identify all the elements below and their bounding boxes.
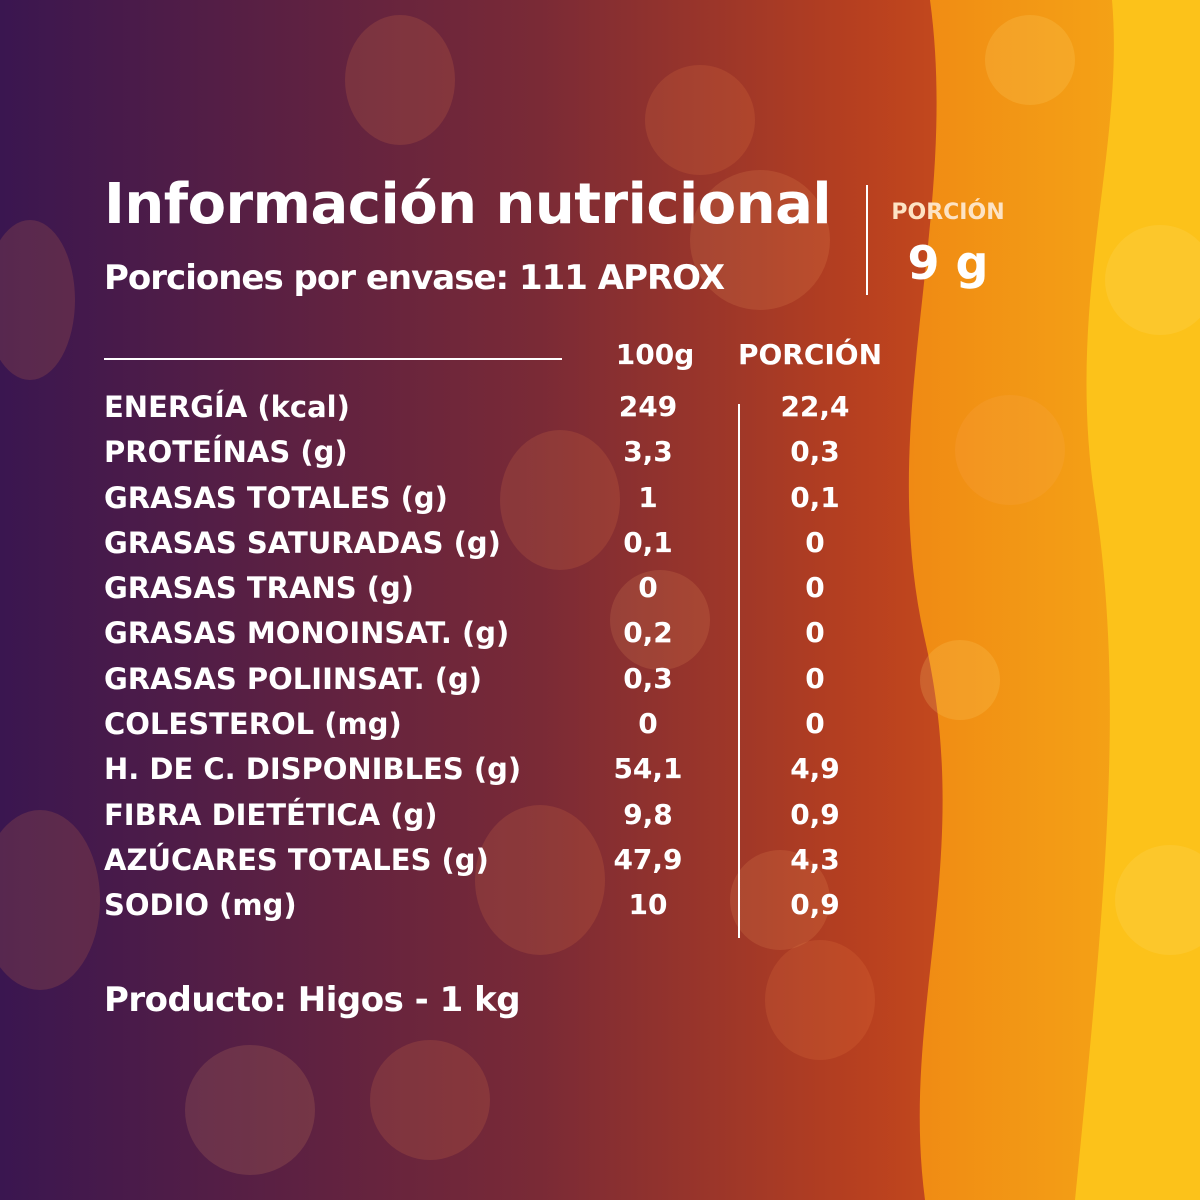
nutrition-table: ENERGÍA (kcal) 249 22,4 PROTEÍNAS (g) 3,…	[0, 390, 1200, 934]
table-row: FIBRA DIETÉTICA (g) 9,8 0,9	[0, 798, 1200, 843]
value-per-100g: 0	[638, 707, 658, 741]
nutrient-label: GRASAS POLIINSAT. (g)	[104, 661, 482, 696]
value-per-100g: 54,1	[613, 752, 683, 786]
nutrient-label: PROTEÍNAS (g)	[104, 435, 348, 470]
header-rule	[104, 358, 562, 360]
portion-label: PORCIÓN	[891, 200, 1005, 225]
table-row: GRASAS POLIINSAT. (g) 0,3 0	[0, 662, 1200, 707]
nutrient-label: H. DE C. DISPONIBLES (g)	[104, 752, 522, 787]
product-name: Producto: Higos - 1 kg	[104, 980, 521, 1020]
nutrient-label: GRASAS TOTALES (g)	[104, 480, 448, 515]
column-header-portion: PORCIÓN	[737, 338, 883, 371]
value-per-portion: 0	[805, 616, 825, 650]
nutrient-label: GRASAS MONOINSAT. (g)	[104, 616, 510, 651]
title-divider	[866, 185, 868, 295]
value-per-portion: 0,1	[790, 480, 840, 514]
value-per-portion: 0	[805, 525, 825, 559]
table-row: H. DE C. DISPONIBLES (g) 54,1 4,9	[0, 752, 1200, 797]
value-per-100g: 0	[638, 571, 658, 605]
servings-per-container: Porciones por envase: 111 APROX	[104, 258, 725, 298]
value-per-portion: 0	[805, 707, 825, 741]
flower-illustrations	[185, 170, 1065, 1175]
table-row: AZÚCARES TOTALES (g) 47,9 4,3	[0, 843, 1200, 888]
value-per-portion: 4,9	[790, 752, 840, 786]
orange-slice-illustrations	[920, 15, 1200, 955]
fig-illustrations	[0, 15, 875, 1160]
nutrient-label: GRASAS TRANS (g)	[104, 571, 414, 606]
nutrient-label: SODIO (mg)	[104, 888, 297, 923]
value-per-portion: 0,3	[790, 435, 840, 469]
nutrient-label: GRASAS SATURADAS (g)	[104, 525, 501, 560]
table-row: SODIO (mg) 10 0,9	[0, 888, 1200, 933]
value-per-portion: 4,3	[790, 842, 840, 876]
column-header-100g: 100g	[615, 338, 695, 371]
value-per-100g: 0,2	[623, 616, 673, 650]
value-per-100g: 249	[618, 390, 678, 423]
nutrient-label: COLESTEROL (mg)	[104, 707, 402, 742]
value-per-100g: 1	[638, 480, 658, 514]
value-per-portion: 0	[805, 661, 825, 695]
value-per-100g: 10	[628, 888, 668, 922]
table-row: PROTEÍNAS (g) 3,3 0,3	[0, 435, 1200, 480]
value-per-portion: 0,9	[790, 797, 840, 831]
value-per-100g: 9,8	[623, 797, 673, 831]
table-row: GRASAS TRANS (g) 0 0	[0, 571, 1200, 616]
value-per-100g: 47,9	[613, 842, 683, 876]
value-per-portion: 0	[805, 571, 825, 605]
wave-yellow	[1075, 0, 1200, 1200]
portion-value: 9 g	[907, 236, 989, 290]
nutrient-label: ENERGÍA (kcal)	[104, 390, 350, 424]
value-per-100g: 3,3	[623, 435, 673, 469]
nutrient-label: FIBRA DIETÉTICA (g)	[104, 797, 438, 832]
page-title: Información nutricional	[104, 172, 832, 237]
nutrient-label: AZÚCARES TOTALES (g)	[104, 842, 489, 877]
value-per-100g: 0,1	[623, 525, 673, 559]
table-row: GRASAS TOTALES (g) 1 0,1	[0, 481, 1200, 526]
value-per-portion: 0,9	[790, 888, 840, 922]
table-row: COLESTEROL (mg) 0 0	[0, 707, 1200, 752]
table-row: GRASAS SATURADAS (g) 0,1 0	[0, 526, 1200, 571]
value-per-100g: 0,3	[623, 661, 673, 695]
table-row: ENERGÍA (kcal) 249 22,4	[0, 390, 1200, 435]
column-divider	[738, 404, 740, 938]
value-per-portion: 22,4	[780, 390, 850, 423]
table-row: GRASAS MONOINSAT. (g) 0,2 0	[0, 616, 1200, 661]
